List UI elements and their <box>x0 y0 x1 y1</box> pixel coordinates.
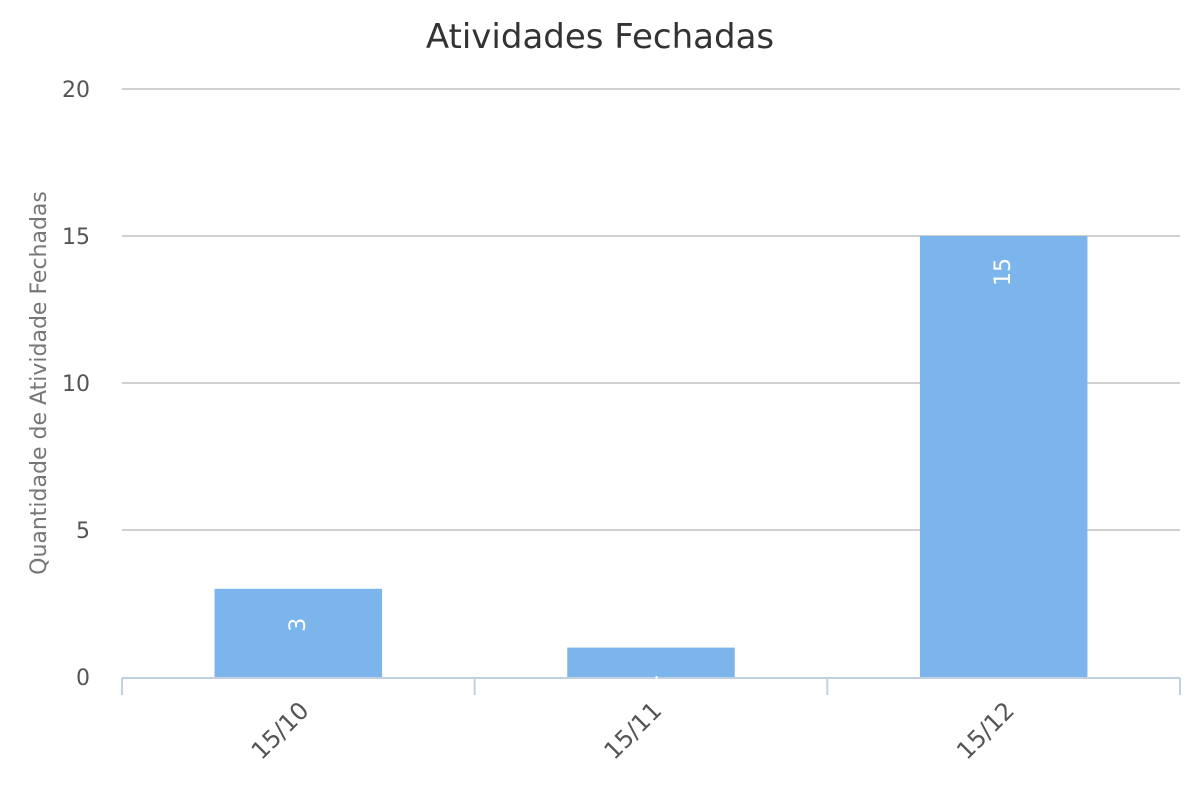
y-tick-label: 0 <box>76 666 90 691</box>
data-label: 1 <box>639 674 664 688</box>
y-tick-label: 20 <box>62 78 90 103</box>
x-axis <box>121 677 1181 695</box>
x-tick-label: 15/10 <box>246 696 315 765</box>
chart-title: Atividades Fechadas <box>426 17 774 57</box>
x-tick-label: 15/11 <box>599 696 668 765</box>
data-label: 3 <box>286 618 311 632</box>
bar-15-12 <box>919 236 1088 677</box>
y-axis-ticks: 0 5 10 15 20 <box>62 78 90 691</box>
y-tick-label: 5 <box>76 519 90 544</box>
bar-15-11 <box>567 647 735 677</box>
y-tick-label: 15 <box>62 225 90 250</box>
y-axis-label: Quantidade de Atividade Fechadas <box>27 191 52 575</box>
y-tick-label: 10 <box>62 372 90 397</box>
x-axis-ticks: 15/10 15/11 15/12 <box>246 696 1020 765</box>
bars <box>214 236 1088 677</box>
x-tick-label: 15/12 <box>951 696 1020 765</box>
bar-15-10 <box>214 588 383 677</box>
data-label: 15 <box>991 258 1016 286</box>
data-labels: 3 1 15 <box>286 258 1016 688</box>
